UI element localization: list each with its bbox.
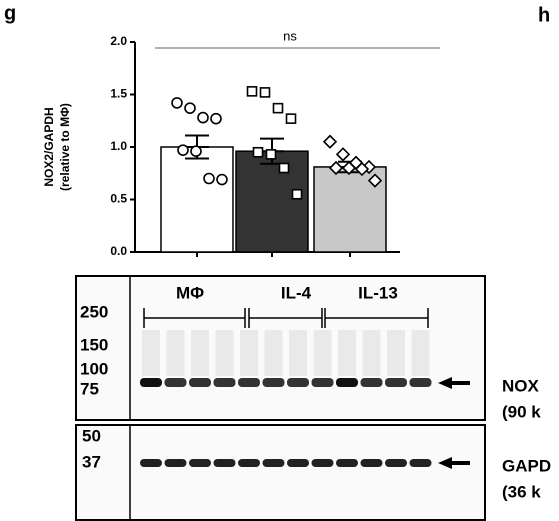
group-label: IL-4 <box>281 283 312 302</box>
protein-label: (36 k <box>502 482 541 501</box>
annotation: ns <box>283 28 297 43</box>
band <box>140 378 162 387</box>
data-point <box>322 134 338 149</box>
y-tick-label: 0.5 <box>110 192 127 206</box>
smear <box>264 330 283 376</box>
data-point <box>278 162 290 174</box>
y-tick-label: 1.0 <box>110 139 127 153</box>
mw-marker: 250 <box>80 302 108 321</box>
blot <box>75 275 486 521</box>
data-point <box>335 147 351 162</box>
arrow <box>438 377 470 389</box>
data-point <box>197 111 209 124</box>
data-point <box>259 87 271 98</box>
mw-marker: 50 <box>82 426 101 445</box>
smear <box>338 330 356 376</box>
band <box>311 459 334 467</box>
y-tick-label: 0.0 <box>110 244 127 258</box>
band <box>409 378 432 387</box>
protein-label: GAPD <box>502 456 551 475</box>
smear <box>142 330 160 376</box>
band <box>360 378 383 387</box>
smear <box>289 330 307 376</box>
smear <box>362 330 381 376</box>
panel-label: g <box>4 2 16 24</box>
band <box>360 459 383 467</box>
data-point <box>328 160 344 176</box>
band <box>409 459 432 467</box>
band <box>311 378 334 387</box>
data-point <box>291 188 303 200</box>
band <box>238 459 260 467</box>
smear <box>166 330 185 376</box>
band <box>213 378 236 387</box>
band <box>336 378 358 387</box>
data-point <box>177 144 189 156</box>
data-point <box>265 149 277 160</box>
data-point <box>272 102 284 114</box>
y-axis-label: (relative to MΦ) <box>58 103 72 191</box>
smear <box>240 330 258 376</box>
band <box>164 459 187 467</box>
band <box>336 459 358 467</box>
panel-label: h <box>538 4 550 26</box>
band <box>189 378 211 387</box>
band <box>262 459 285 467</box>
band <box>164 378 187 387</box>
data-point <box>216 173 228 186</box>
data-point <box>203 172 215 185</box>
band <box>213 459 236 467</box>
data-point <box>354 161 370 177</box>
band <box>238 378 260 387</box>
group-label: IL-13 <box>358 283 398 302</box>
band <box>189 459 211 467</box>
group-label: MΦ <box>176 283 204 302</box>
data-point <box>246 86 258 97</box>
data-point <box>190 145 202 157</box>
mw-marker: 37 <box>82 452 101 471</box>
data-point <box>252 146 264 158</box>
smear <box>387 330 405 376</box>
data-point <box>341 160 357 176</box>
mw-marker: 100 <box>80 359 108 378</box>
band <box>140 459 162 467</box>
mw-marker: 150 <box>80 335 108 354</box>
band <box>287 459 309 467</box>
protein-label: (90 k <box>502 402 541 421</box>
bar <box>235 150 309 253</box>
band <box>287 378 309 387</box>
blot-panel <box>75 424 486 521</box>
band <box>262 378 285 387</box>
data-point <box>184 102 196 114</box>
mw-marker: 75 <box>80 379 99 398</box>
smear <box>313 330 332 376</box>
smear <box>215 330 234 376</box>
data-point <box>171 97 183 109</box>
arrow <box>438 457 470 469</box>
bar <box>160 146 234 253</box>
data-point <box>210 112 222 125</box>
data-point <box>367 173 383 188</box>
protein-label: NOX <box>502 376 540 395</box>
band <box>385 378 407 387</box>
y-axis-label: NOX2/GAPDH <box>42 107 56 186</box>
smear <box>191 330 209 376</box>
band <box>385 459 407 467</box>
y-tick-label: 2.0 <box>110 34 127 48</box>
data-point <box>285 113 297 124</box>
smear <box>411 330 430 376</box>
y-tick-label: 1.5 <box>110 87 127 101</box>
